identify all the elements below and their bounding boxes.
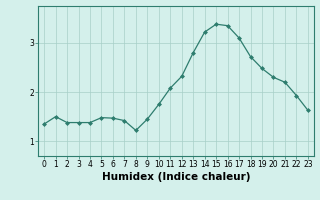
X-axis label: Humidex (Indice chaleur): Humidex (Indice chaleur) bbox=[102, 172, 250, 182]
